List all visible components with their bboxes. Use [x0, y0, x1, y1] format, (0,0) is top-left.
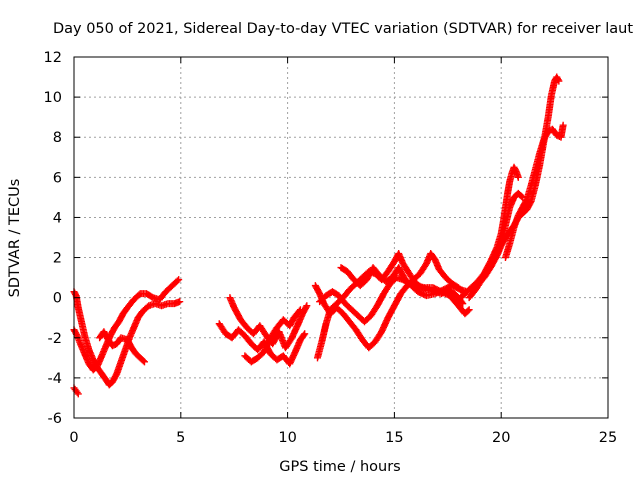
data-point — [176, 298, 184, 306]
data-point — [559, 121, 567, 129]
data-point — [517, 192, 525, 200]
x-axis-label: GPS time / hours — [279, 459, 400, 475]
series-track-o — [501, 121, 567, 262]
data-point — [303, 302, 311, 310]
data-point — [302, 303, 310, 311]
data-point — [300, 331, 308, 339]
y-tick-label: 0 — [53, 291, 62, 307]
data-point — [173, 277, 181, 285]
y-tick-label: 12 — [44, 50, 62, 66]
data-point — [73, 388, 81, 396]
data-point — [296, 306, 304, 314]
series-track-j — [316, 274, 473, 326]
x-tick-label: 20 — [492, 430, 510, 446]
x-tick-label: 10 — [278, 430, 296, 446]
y-tick-label: 8 — [53, 130, 62, 146]
y-tick-label: -2 — [48, 331, 62, 347]
y-tick-label: -4 — [48, 371, 62, 387]
x-tick-label: 15 — [385, 430, 403, 446]
data-point — [139, 357, 147, 365]
data-point — [555, 77, 563, 85]
data-point — [514, 173, 522, 181]
y-tick-label: 10 — [44, 90, 62, 106]
data-point — [554, 76, 562, 84]
series-track-g — [241, 306, 304, 366]
data-point — [140, 358, 148, 366]
data-point — [465, 306, 473, 314]
axis-ticks: 0 5 10 15 20 25 -6 -4 -2 0 2 4 6 8 10 12 — [44, 50, 618, 446]
y-tick-label: 4 — [53, 210, 62, 226]
series-track-k — [337, 264, 471, 300]
data-point — [301, 330, 309, 338]
chart-title: Day 050 of 2021, Sidereal Day-to-day VTE… — [53, 21, 633, 37]
plot-frame — [73, 56, 609, 419]
y-tick-label: 2 — [53, 251, 62, 267]
data-point — [464, 307, 472, 315]
data-point — [295, 307, 303, 315]
data-point — [175, 276, 183, 284]
data-point — [459, 300, 467, 308]
data-point — [74, 390, 82, 398]
y-tick-label: 6 — [53, 170, 62, 186]
x-tick-label: 25 — [599, 430, 617, 446]
x-tick-label: 0 — [69, 430, 78, 446]
y-axis-label: SDTVAR / TECUs — [7, 179, 23, 298]
series-track-c — [96, 328, 148, 366]
data-points — [70, 73, 567, 398]
series-track-a — [70, 288, 184, 389]
y-tick-label: -6 — [48, 411, 62, 427]
x-tick-label: 5 — [176, 430, 185, 446]
series-track-f — [226, 294, 311, 352]
